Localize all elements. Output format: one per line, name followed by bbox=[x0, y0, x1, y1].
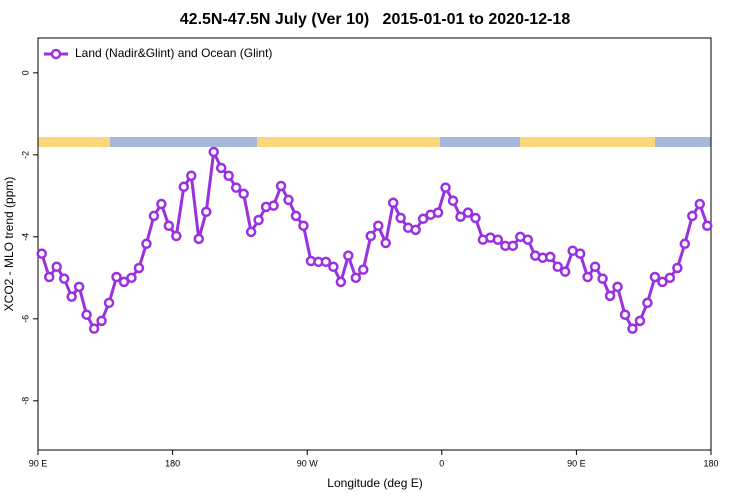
data-point bbox=[627, 323, 638, 334]
data-point bbox=[73, 281, 85, 293]
data-point bbox=[81, 309, 92, 320]
data-point bbox=[597, 273, 608, 284]
data-point bbox=[43, 271, 55, 283]
data-point bbox=[133, 262, 145, 274]
data-point bbox=[215, 162, 227, 174]
data-point bbox=[634, 315, 646, 327]
x-tick-label: 180 bbox=[165, 458, 180, 468]
data-point bbox=[148, 210, 160, 222]
data-point bbox=[201, 206, 212, 218]
data-point bbox=[672, 262, 683, 274]
data-point bbox=[387, 197, 399, 209]
y-tick-label: -2 bbox=[20, 151, 30, 159]
data-point bbox=[66, 291, 77, 302]
data-point bbox=[687, 210, 698, 222]
data-point bbox=[417, 213, 429, 225]
y-tick-label: 0 bbox=[20, 70, 30, 75]
data-point bbox=[238, 188, 249, 200]
x-tick-label: 90 W bbox=[297, 458, 319, 468]
data-point bbox=[582, 271, 593, 283]
data-point bbox=[619, 309, 631, 320]
data-point bbox=[657, 276, 668, 288]
y-tick-label: -4 bbox=[20, 233, 30, 241]
data-point bbox=[186, 170, 197, 181]
data-point bbox=[432, 207, 444, 218]
data-point bbox=[283, 194, 294, 206]
data-point bbox=[679, 238, 691, 250]
y-tick-label: -8 bbox=[20, 397, 30, 405]
data-point bbox=[141, 238, 152, 250]
data-point bbox=[118, 276, 130, 288]
data-point bbox=[410, 224, 421, 236]
data-point bbox=[163, 220, 175, 232]
chart-title: 42.5N-47.5N July (Ver 10) 2015-01-01 to … bbox=[180, 11, 571, 28]
data-point bbox=[171, 230, 182, 242]
data-point bbox=[604, 290, 616, 302]
data-point bbox=[702, 220, 713, 232]
data-point bbox=[589, 261, 601, 273]
data-point bbox=[395, 212, 406, 224]
data-point bbox=[350, 272, 362, 284]
data-point bbox=[552, 261, 563, 273]
x-tick-label: 90 E bbox=[567, 458, 586, 468]
data-point bbox=[574, 248, 586, 259]
y-axis-label: XCO2 - MLO trend (ppm) bbox=[2, 177, 16, 312]
data-point bbox=[193, 233, 205, 245]
data-point bbox=[126, 272, 137, 284]
data-point bbox=[253, 214, 264, 226]
data-point bbox=[96, 315, 107, 327]
data-point bbox=[642, 297, 653, 309]
data-point bbox=[372, 220, 384, 232]
data-point bbox=[51, 261, 62, 273]
data-point bbox=[462, 207, 474, 218]
data-point bbox=[36, 248, 47, 259]
data-point bbox=[365, 230, 377, 242]
legend-label: Land (Nadir&Glint) and Ocean (Glint) bbox=[75, 46, 272, 60]
data-point bbox=[335, 276, 347, 288]
series-line bbox=[40, 150, 709, 331]
data-point bbox=[492, 234, 504, 245]
land-ocean-strip bbox=[38, 137, 711, 147]
legend-marker bbox=[50, 48, 62, 60]
data-point bbox=[328, 261, 339, 273]
data-point bbox=[612, 281, 623, 293]
data-point bbox=[358, 264, 369, 275]
data-point bbox=[156, 198, 167, 210]
data-point bbox=[559, 266, 571, 277]
data-point bbox=[507, 240, 519, 252]
x-tick-label: 180 bbox=[703, 458, 718, 468]
data-point bbox=[58, 273, 70, 284]
data-point bbox=[268, 200, 279, 211]
data-point bbox=[440, 182, 451, 193]
data-point bbox=[544, 251, 556, 263]
data-point bbox=[380, 237, 391, 249]
data-point bbox=[664, 272, 676, 284]
data-point bbox=[455, 211, 466, 222]
plot-frame bbox=[37, 37, 712, 451]
data-point bbox=[298, 220, 309, 232]
data-point bbox=[178, 181, 190, 193]
data-point bbox=[223, 170, 234, 181]
data-point bbox=[320, 256, 332, 268]
data-point bbox=[694, 198, 706, 210]
data-point bbox=[245, 226, 257, 238]
data-point bbox=[230, 182, 242, 193]
x-tick-label: 0 bbox=[439, 458, 444, 468]
data-point bbox=[447, 195, 459, 207]
data-point bbox=[88, 323, 100, 334]
x-tick-label: 90 E bbox=[29, 458, 48, 468]
data-point bbox=[470, 212, 481, 224]
data-point bbox=[290, 210, 302, 222]
data-point bbox=[275, 180, 287, 192]
data-point bbox=[103, 297, 115, 309]
data-point bbox=[522, 234, 534, 245]
x-axis-label: Longitude (deg E) bbox=[327, 476, 422, 490]
data-point bbox=[343, 250, 354, 261]
y-tick-label: -6 bbox=[20, 315, 30, 323]
data-point bbox=[111, 271, 122, 283]
data-point bbox=[649, 271, 661, 283]
data-point bbox=[208, 146, 219, 158]
